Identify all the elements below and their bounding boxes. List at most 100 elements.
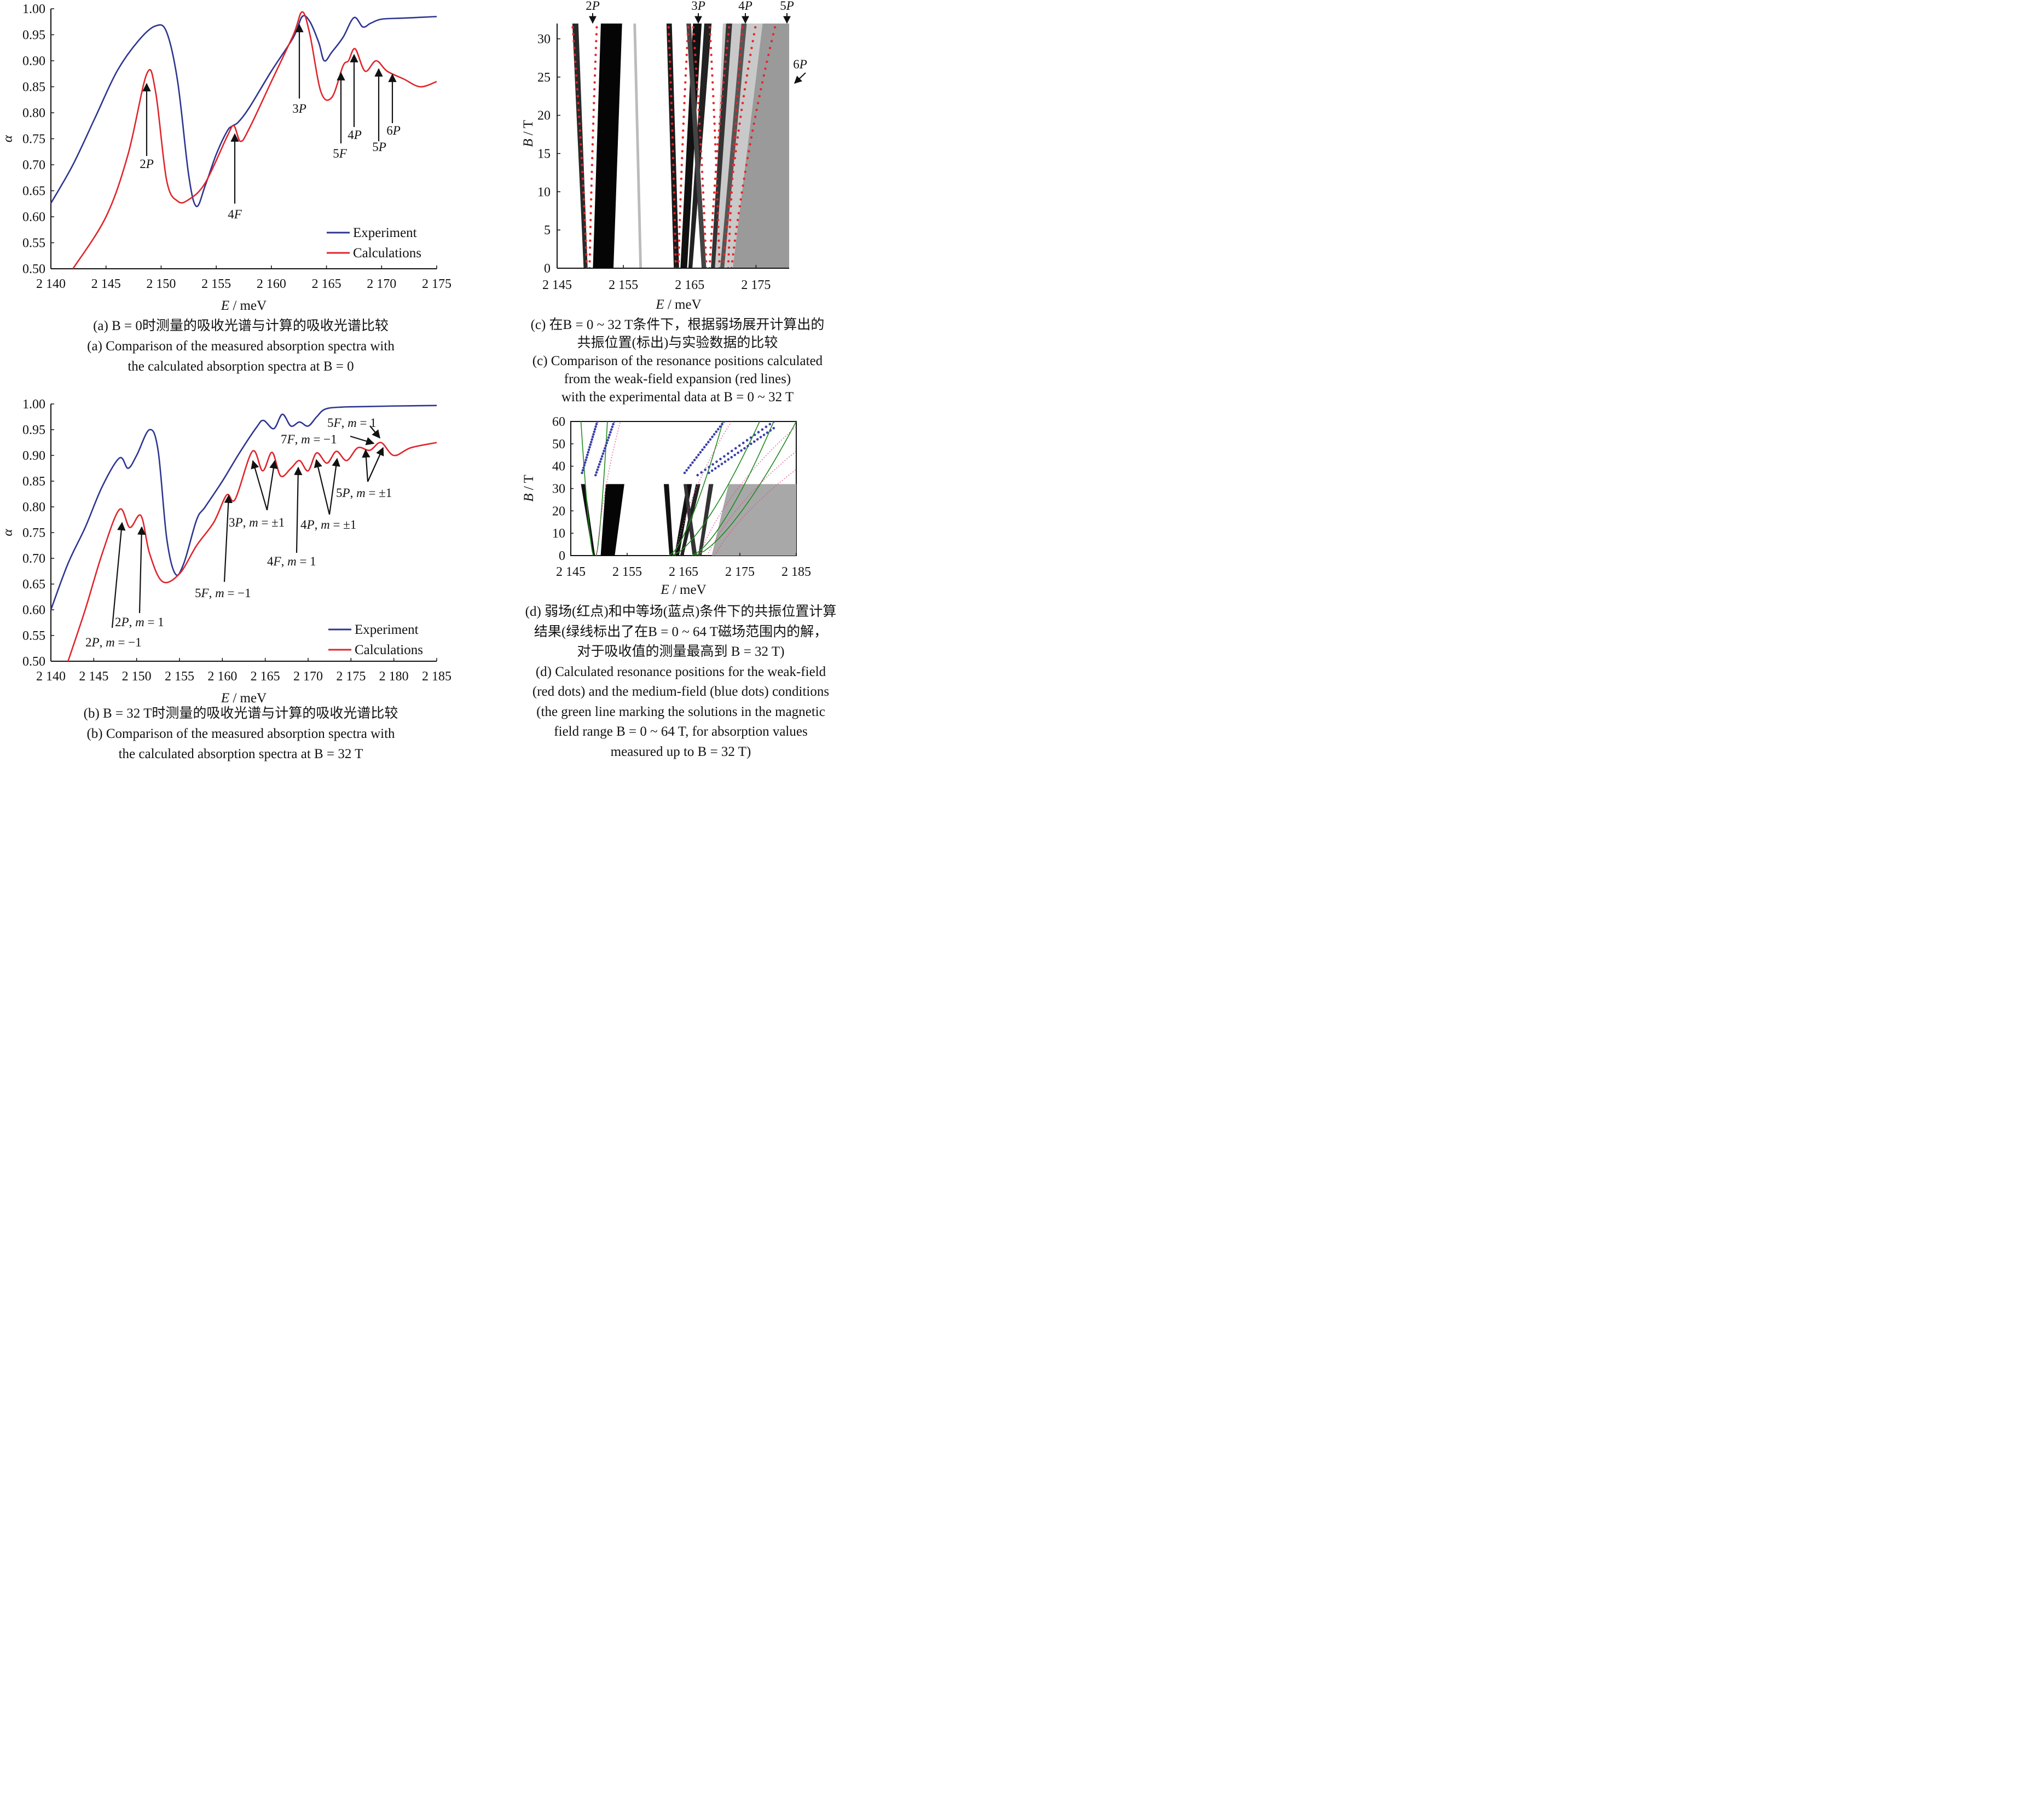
medium-field-dot <box>757 431 760 434</box>
caption-d-en-2: (red dots) and the medium-field (blue do… <box>532 684 830 699</box>
resonance-dot <box>670 122 674 125</box>
y-tick-label: 0.75 <box>22 132 45 147</box>
medium-field-dot <box>697 453 700 457</box>
medium-field-dot <box>598 463 601 466</box>
caption-c-en-2: from the weak-field expansion (red lines… <box>564 372 791 386</box>
resonance-dot <box>756 102 760 105</box>
resonance-dot <box>692 26 695 29</box>
medium-field-dot <box>593 430 596 434</box>
resonance-dot <box>742 95 745 97</box>
resonance-dot <box>585 253 588 256</box>
resonance-dot <box>584 246 588 249</box>
medium-field-dot <box>596 421 599 423</box>
resonance-dot <box>574 60 577 63</box>
resonance-dot <box>679 198 682 201</box>
resonance-dot <box>709 260 711 263</box>
resonance-dot <box>738 67 741 70</box>
medium-field-dot <box>607 436 610 439</box>
medium-field-dot <box>703 446 706 449</box>
resonance-dot <box>674 232 676 235</box>
resonance-dot <box>680 164 684 166</box>
medium-field-dot <box>731 449 733 453</box>
resonance-dot <box>731 170 734 174</box>
medium-field-line-blue <box>581 421 599 475</box>
heatmap-band <box>720 24 747 268</box>
medium-field-dot <box>594 473 597 477</box>
resonance-dot <box>668 39 670 43</box>
resonance-dot <box>669 81 672 84</box>
y-tick-label: 0 <box>559 549 565 563</box>
resonance-dot <box>579 136 582 139</box>
resonance-dot <box>730 191 733 194</box>
medium-field-dot <box>587 451 590 454</box>
resonance-dot <box>736 143 738 146</box>
resonance-dot <box>754 26 757 29</box>
resonance-dot <box>732 164 734 166</box>
resonance-dot <box>702 184 704 187</box>
medium-field-dot <box>727 452 729 455</box>
resonance-dot <box>594 54 597 56</box>
medium-field-dot <box>723 460 727 463</box>
x-tick-label: 2 170 <box>367 277 396 291</box>
medium-field-dot <box>685 469 688 472</box>
medium-field-dot <box>687 466 690 469</box>
resonance-dot <box>588 253 592 256</box>
medium-field-dot <box>709 438 712 441</box>
resonance-dot <box>711 218 714 222</box>
heatmap-band <box>666 24 679 268</box>
medium-field-dot <box>708 471 710 475</box>
resonance-dot <box>684 88 686 91</box>
resonance-dot <box>736 95 739 97</box>
resonance-dot <box>727 260 730 263</box>
resonance-dot <box>750 136 753 139</box>
heatmap-band <box>680 24 702 268</box>
resonance-dot <box>716 205 719 208</box>
resonance-dot <box>595 39 598 43</box>
resonance-dot <box>697 102 700 105</box>
medium-field-dot <box>722 421 726 423</box>
annotation-arrow <box>251 460 268 511</box>
medium-field-dot <box>734 447 737 450</box>
y-tick-label: 5 <box>544 223 551 238</box>
medium-field-dot <box>695 456 698 459</box>
resonance-dot <box>593 88 596 91</box>
resonance-dot <box>713 198 715 201</box>
resonance-dot <box>591 157 594 160</box>
medium-field-dot <box>713 433 716 436</box>
resonance-dot <box>594 60 597 63</box>
caption-c-cn-1: (c) 在B = 0 ~ 32 T条件下，根据弱场展开计算出的 <box>530 317 825 332</box>
annotation-arrow <box>350 435 375 446</box>
resonance-dot <box>732 157 735 160</box>
resonance-dot <box>577 108 580 112</box>
resonance-dot <box>744 170 746 174</box>
resonance-dot <box>723 67 726 70</box>
resonance-dot <box>722 81 725 84</box>
medium-field-dot <box>749 436 752 439</box>
resonance-dot <box>588 260 591 263</box>
medium-field-dot <box>600 455 604 458</box>
resonance-dot <box>715 164 717 166</box>
medium-field-dot <box>761 428 764 431</box>
annotation-label-4f: 4F <box>228 207 242 221</box>
resonance-dot <box>594 67 597 70</box>
resonance-dot <box>674 239 677 242</box>
medium-field-dot <box>762 434 766 436</box>
medium-field-dot <box>772 426 775 430</box>
resonance-dot <box>733 239 737 242</box>
resonance-dot <box>692 33 695 36</box>
resonance-dot <box>748 60 751 63</box>
medium-field-dot <box>596 468 599 471</box>
medium-field-dot <box>696 473 699 477</box>
medium-field-dot <box>766 431 769 434</box>
annotation-label: 5P, m = ±1 <box>336 486 392 500</box>
resonance-dot <box>713 108 715 112</box>
x-tick-label: 2 145 <box>556 565 586 579</box>
medium-field-dot <box>752 440 756 443</box>
x-tick-label: 2 160 <box>207 669 237 684</box>
y-tick-label: 0.90 <box>22 54 45 68</box>
resonance-dot <box>679 218 681 222</box>
resonance-dot <box>754 115 757 118</box>
series-line-calculations <box>72 11 437 269</box>
caption-d-en-1: (d) Calculated resonance positions for t… <box>535 664 826 679</box>
medium-field-dot <box>756 438 759 441</box>
